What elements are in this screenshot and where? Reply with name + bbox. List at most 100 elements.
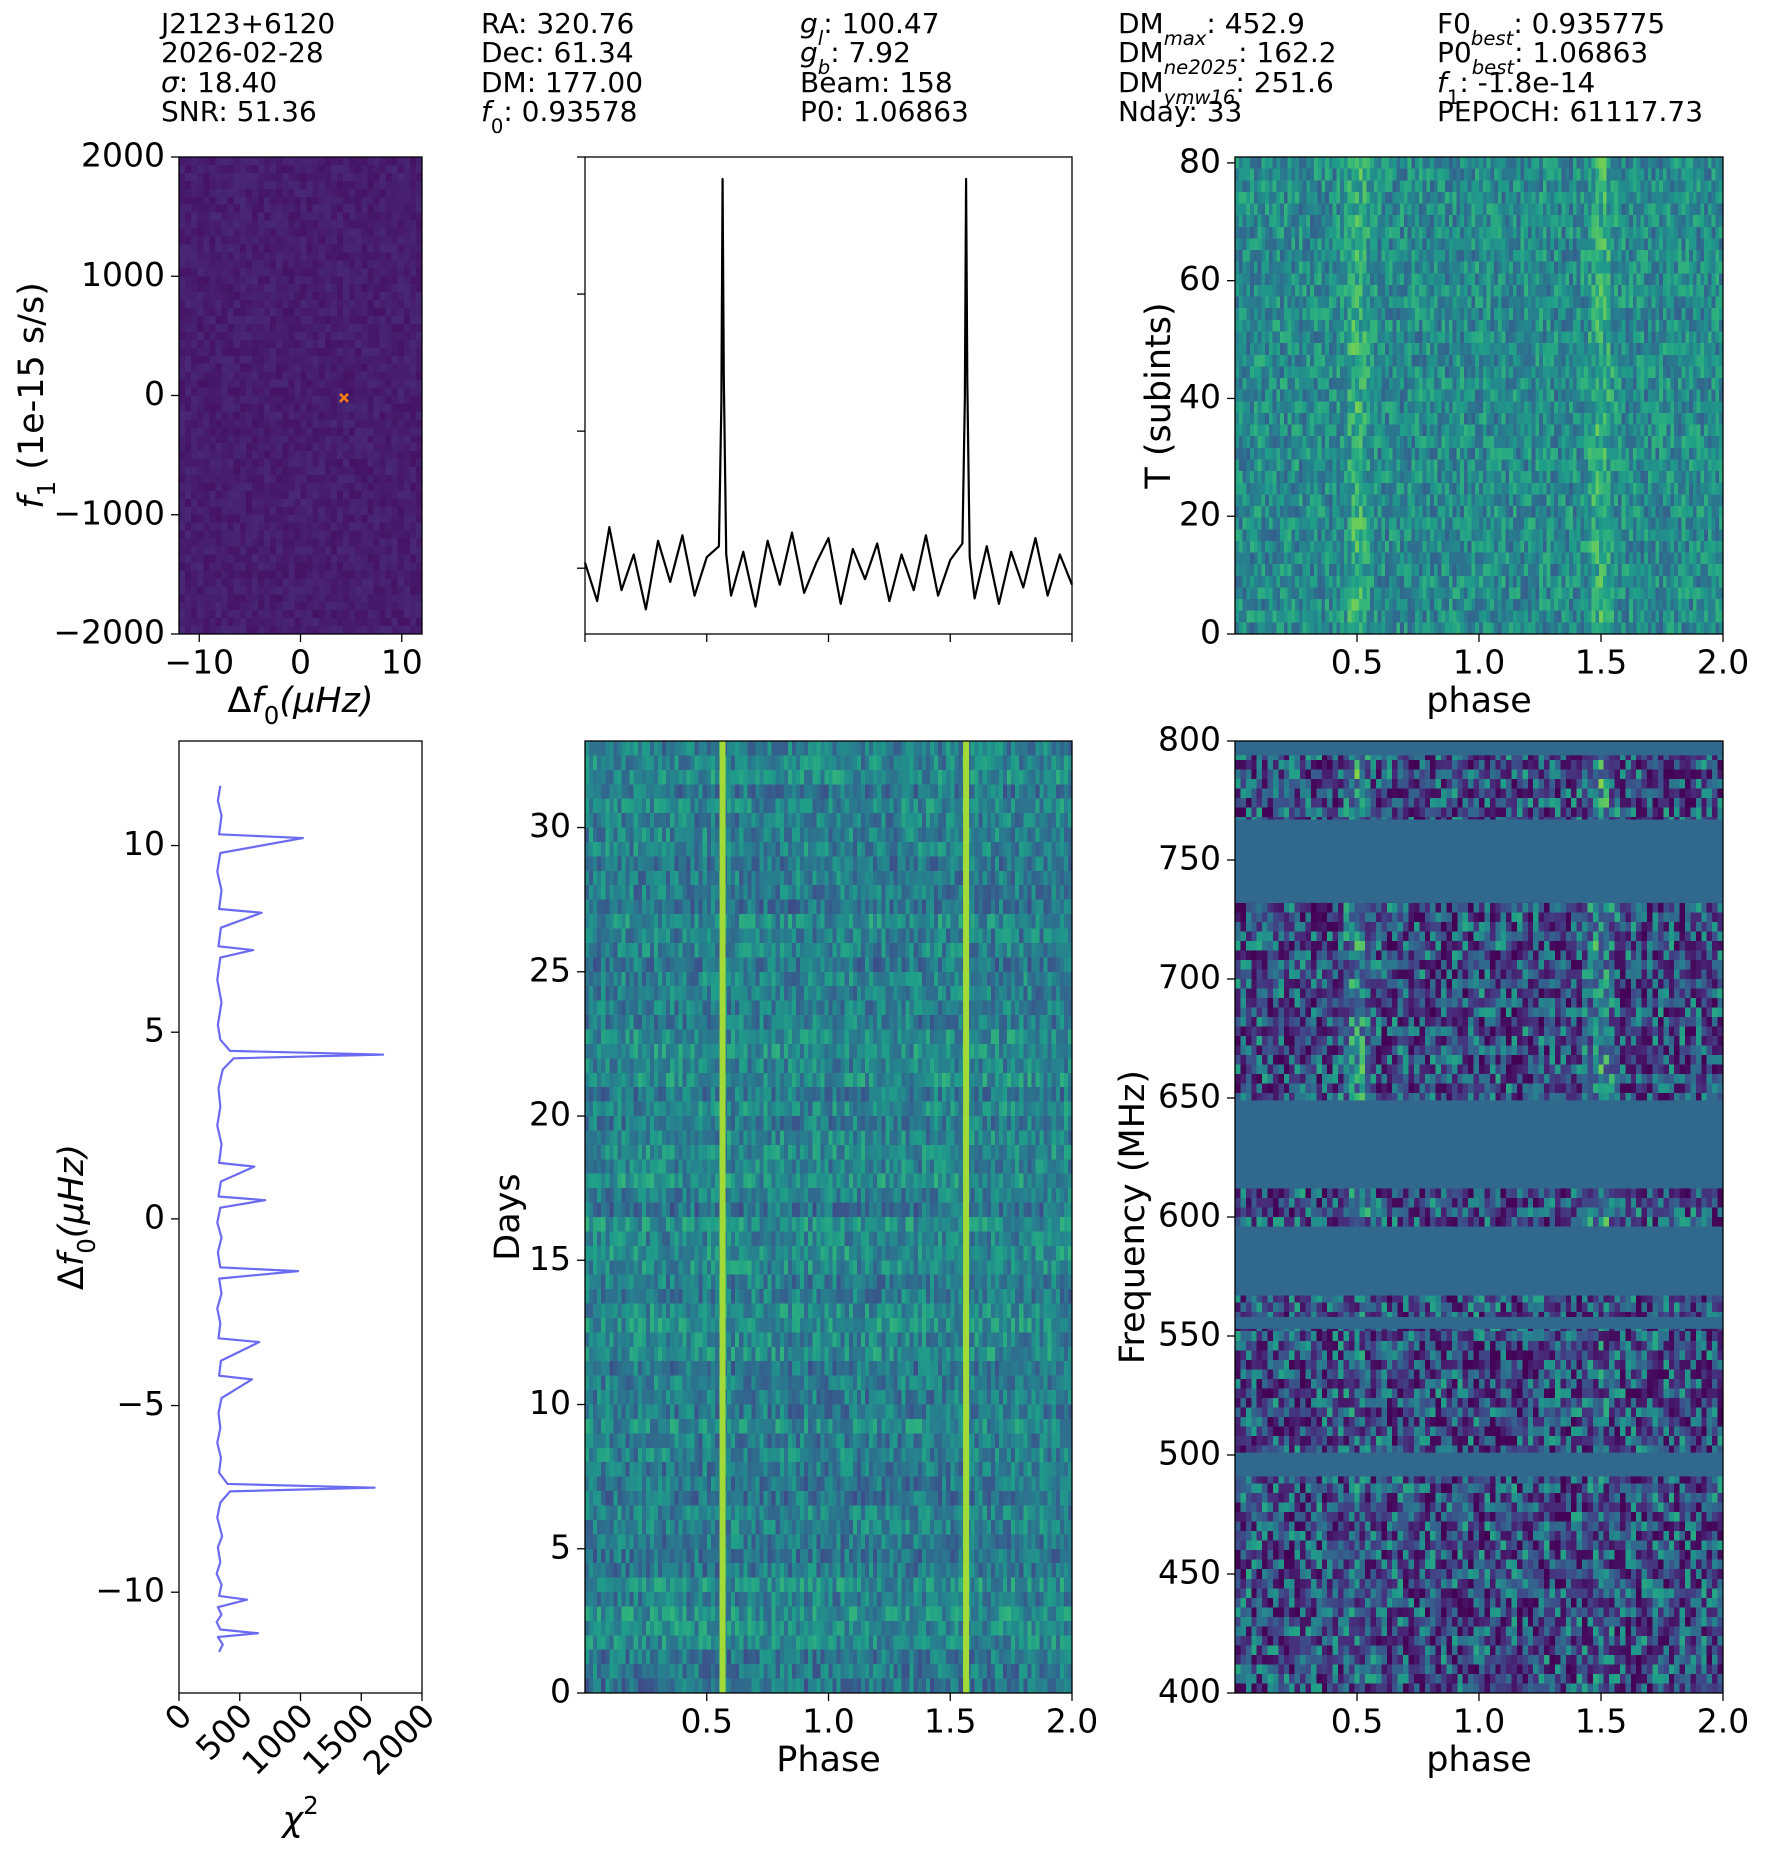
heatmap-cell [264, 388, 271, 397]
heatmap-cell [337, 348, 344, 357]
heatmap-cell [1235, 227, 1239, 239]
heatmap-cell [1385, 238, 1389, 250]
heatmap-cell [1644, 169, 1648, 181]
heatmap-cell [319, 451, 326, 460]
heatmap-cell [410, 602, 417, 611]
heatmap-cell [1607, 238, 1611, 250]
heatmap-cell [1374, 355, 1378, 367]
heatmap-cell [258, 332, 265, 341]
heatmap-cell [1321, 320, 1325, 332]
heatmap-cell [1340, 366, 1344, 378]
heatmap-cell [1370, 366, 1374, 378]
heatmap-cell [1614, 250, 1618, 262]
heatmap-cell [1573, 343, 1577, 355]
heatmap-cell [228, 586, 235, 595]
heatmap-cell [191, 181, 198, 190]
heatmap-cell [1445, 297, 1449, 309]
heatmap-cell [343, 626, 350, 635]
heatmap-cell [1569, 157, 1573, 169]
heatmap-cell [1622, 180, 1626, 192]
heatmap-cell [361, 356, 368, 365]
heatmap-cell [1366, 180, 1370, 192]
heatmap-cell [246, 570, 253, 579]
heatmap-cell [252, 610, 259, 619]
heatmap-cell [203, 221, 210, 230]
heatmap-cell [301, 332, 308, 341]
heatmap-cell [1618, 332, 1622, 344]
heatmap-cell [1254, 180, 1258, 192]
heatmap-cell [379, 411, 386, 420]
heatmap-cell [392, 340, 399, 349]
heatmap-cell [1554, 332, 1558, 344]
heatmap-cell [1261, 320, 1265, 332]
heatmap-cell [398, 284, 405, 293]
heatmap-cell [203, 276, 210, 285]
heatmap-cell [319, 419, 326, 428]
heatmap-cell [319, 380, 326, 389]
heatmap-cell [1348, 320, 1352, 332]
heatmap-cell [1610, 215, 1614, 227]
heatmap-cell [246, 610, 253, 619]
heatmap-cell [1490, 250, 1494, 262]
heatmap-cell [367, 284, 374, 293]
heatmap-cell [301, 348, 308, 357]
heatmap-cell [386, 570, 393, 579]
heatmap-cell [1329, 378, 1333, 390]
heatmap-cell [1550, 250, 1554, 262]
heatmap-cell [1577, 169, 1581, 181]
heatmap-cell [355, 221, 362, 230]
heatmap-cell [307, 324, 314, 333]
heatmap-cell [1415, 169, 1419, 181]
heatmap-cell [1543, 192, 1547, 204]
heatmap-cell [1246, 262, 1250, 274]
heatmap-cell [1577, 238, 1581, 250]
heatmap-cell [294, 380, 301, 389]
heatmap-cell [1558, 273, 1562, 285]
heatmap-cell [1385, 320, 1389, 332]
heatmap-cell [343, 356, 350, 365]
heatmap-cell [1400, 250, 1404, 262]
heatmap-cell [392, 539, 399, 548]
heatmap-cell [1558, 308, 1562, 320]
heatmap-cell [1674, 343, 1678, 355]
heatmap-cell [1246, 366, 1250, 378]
heatmap-cell [410, 610, 417, 619]
heatmap-cell [313, 396, 320, 405]
heatmap-cell [331, 300, 338, 309]
heatmap-cell [1558, 285, 1562, 297]
heatmap-cell [1603, 308, 1607, 320]
heatmap-cell [276, 189, 283, 198]
heatmap-cell [1374, 250, 1378, 262]
heatmap-cell [1306, 297, 1310, 309]
heatmap-cell [1404, 285, 1408, 297]
heatmap-cell [215, 467, 222, 476]
heatmap-cell [1539, 273, 1543, 285]
heatmap-cell [398, 268, 405, 277]
heatmap-cell [373, 229, 380, 238]
heatmap-cell [1607, 297, 1611, 309]
heatmap-cell [1265, 238, 1269, 250]
heatmap-cell [209, 451, 216, 460]
heatmap-cell [325, 372, 332, 381]
heatmap-cell [319, 411, 326, 420]
heatmap-cell [1393, 169, 1397, 181]
heatmap-cell [1456, 297, 1460, 309]
heatmap-cell [1535, 204, 1539, 216]
heatmap-cell [349, 578, 356, 587]
heatmap-cell [1588, 308, 1592, 320]
heatmap-cell [1340, 157, 1344, 169]
heatmap-cell [294, 618, 301, 627]
heatmap-cell [1336, 192, 1340, 204]
heatmap-cell [1502, 227, 1506, 239]
heatmap-cell [1453, 355, 1457, 367]
heatmap-cell [367, 594, 374, 603]
heatmap-cell [1269, 262, 1273, 274]
heatmap-cell [319, 515, 326, 524]
heatmap-cell [179, 467, 186, 476]
heatmap-cell [1288, 285, 1292, 297]
heatmap-cell [215, 189, 222, 198]
heatmap-cell [1629, 285, 1633, 297]
heatmap-cell [404, 308, 411, 317]
heatmap-cell [282, 332, 289, 341]
heatmap-cell [185, 435, 192, 444]
